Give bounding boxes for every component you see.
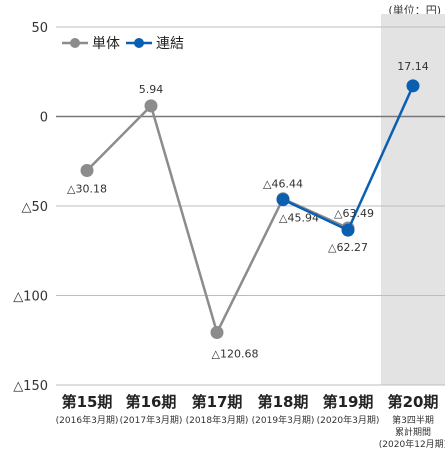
legend: 単体 連結 (62, 33, 184, 53)
x-tick-label: 第20期 (388, 393, 439, 411)
x-tick-sublabel: (2020年12月期) (379, 438, 445, 450)
x-tick-sublabel: 累計期間 (395, 426, 431, 438)
data-point (341, 223, 355, 237)
x-tick-label: 第19期 (323, 393, 374, 411)
legend-label-consolidated: 連結 (156, 36, 184, 52)
x-tick-sublabel: (2019年3月期) (252, 414, 315, 426)
data-point (276, 193, 290, 207)
x-tick-sublabel: (2017年3月期) (120, 414, 183, 426)
data-label: △45.94 (279, 212, 319, 225)
series-line-0 (86, 104, 152, 172)
legend-item-consolidated: 連結 (126, 33, 184, 53)
y-tick-label: △100 (13, 290, 48, 305)
series-line-0 (149, 105, 219, 333)
series-line-0 (215, 198, 285, 334)
x-tick-label: 第17期 (192, 393, 243, 411)
x-tick-sublabel: 第3四半期 (392, 414, 434, 426)
x-tick-sublabel: (2020年3月期) (317, 414, 380, 426)
y-tick-label: 50 (31, 21, 48, 36)
y-tick-label: △150 (13, 379, 48, 394)
unit-label: (単位：円) (388, 4, 441, 17)
highlight-band (381, 14, 445, 385)
legend-label-standalone: 単体 (92, 36, 120, 52)
y-tick-label: △50 (21, 200, 48, 215)
data-point (144, 99, 158, 113)
data-label: △63.49 (334, 207, 374, 220)
data-label: △62.27 (328, 241, 368, 254)
x-tick-sublabel: (2016年3月期) (56, 414, 119, 426)
data-label: △120.68 (212, 348, 259, 361)
data-point (406, 79, 420, 93)
legend-marker-consolidated (126, 38, 152, 48)
x-tick-label: 第15期 (62, 393, 113, 411)
data-point (80, 164, 94, 178)
x-tick-label: 第18期 (258, 393, 309, 411)
x-tick-sublabel: (2018年3月期) (186, 414, 249, 426)
legend-item-standalone: 単体 (62, 33, 120, 53)
data-label: △46.44 (263, 178, 303, 191)
data-label: 17.14 (397, 60, 429, 73)
data-label: △30.18 (67, 183, 107, 196)
x-tick-label: 第16期 (126, 393, 177, 411)
data-label: 5.94 (139, 83, 164, 96)
legend-marker-standalone (62, 38, 88, 48)
series-line-1 (282, 198, 349, 232)
y-tick-label: 0 (40, 111, 48, 126)
data-point (210, 326, 224, 340)
series-line-1 (346, 85, 415, 231)
